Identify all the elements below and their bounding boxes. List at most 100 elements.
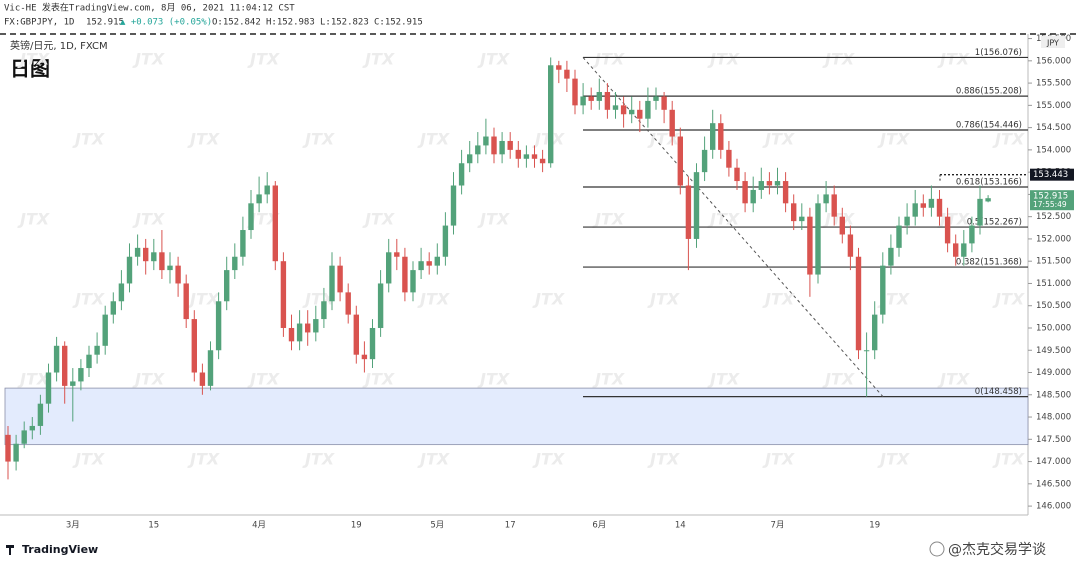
fib-label: 1(156.076) (975, 48, 1022, 58)
candle-body (588, 96, 594, 101)
watermark: JTX (992, 450, 1025, 469)
y-tick-label: 155.000 (1036, 101, 1071, 111)
last-price: 152.915 (86, 18, 124, 28)
watermark: JTX (937, 370, 970, 389)
candle-body (13, 443, 19, 462)
y-tick-label: 156.000 (1036, 56, 1071, 66)
candle-body (134, 247, 141, 257)
fib-label: 0.618(153.166) (956, 178, 1022, 188)
watermark: JTX (477, 370, 510, 389)
candle-body (70, 381, 76, 386)
candle-body (151, 252, 157, 262)
candle-body (305, 323, 311, 333)
y-tick-label: 149.500 (1036, 346, 1071, 356)
candle-body (426, 261, 432, 266)
candle-body (143, 247, 149, 262)
watermark: JTX (417, 450, 450, 469)
y-tick-label: 146.000 (1036, 502, 1071, 512)
watermark: JTX (762, 130, 795, 149)
candle-body (944, 216, 951, 244)
y-tick-label: 152.000 (1036, 234, 1071, 244)
watermark: JTX (707, 210, 740, 229)
x-tick-label: 19 (869, 521, 880, 531)
candle-body (126, 256, 133, 284)
candle-body (515, 149, 521, 159)
watermark: JTX (992, 290, 1025, 309)
watermark: JTX (592, 370, 625, 389)
change: ▲ +0.073 (+0.05%) (120, 18, 212, 28)
candle-body (928, 198, 935, 208)
candle-body (280, 261, 287, 328)
watermark: JTX (592, 210, 625, 229)
candle-body (264, 185, 270, 195)
candle-body (985, 198, 991, 202)
candle-body (167, 265, 173, 271)
candle-body (442, 225, 449, 257)
candle-body (232, 256, 238, 271)
fib-label: 0(148.458) (975, 387, 1022, 397)
marker-box (1030, 168, 1074, 181)
watermark: JTX (17, 370, 50, 389)
x-tick-label: 15 (148, 521, 159, 531)
candle-body (369, 327, 376, 360)
watermark: JTX (417, 290, 450, 309)
last-price-box (1030, 190, 1074, 211)
candle-body (718, 123, 724, 150)
watermark: JTX (72, 450, 105, 469)
watermark: JTX (937, 50, 970, 69)
candle-body (693, 172, 700, 239)
candle-body (604, 91, 611, 110)
candle-body (912, 203, 918, 217)
watermark: JTX (132, 50, 165, 69)
watermark: JTX (532, 450, 565, 469)
candle-body (782, 181, 789, 204)
candle-body (45, 372, 52, 404)
x-tick-label: 6月 (592, 521, 606, 531)
y-tick-label: 151.500 (1036, 257, 1071, 267)
y-tick-label: 148.000 (1036, 413, 1071, 423)
candle-body (483, 136, 489, 146)
candle-body (191, 319, 197, 373)
candle-body (29, 425, 35, 431)
candle-body (86, 354, 92, 369)
candle-body (434, 256, 440, 266)
y-tick-label: 154.500 (1036, 123, 1071, 133)
candle-body (240, 230, 246, 257)
candle-body (523, 154, 530, 159)
candle-body (507, 140, 513, 150)
y-tick-label: 147.500 (1036, 435, 1071, 445)
watermark: JTX (362, 50, 395, 69)
watermark: JTX (707, 370, 740, 389)
fib-label: 0.886(155.208) (956, 87, 1022, 97)
countdown: 17:55:49 (1033, 200, 1067, 209)
zone (4, 387, 1029, 446)
candle-body (377, 283, 384, 328)
candle-body (920, 203, 926, 208)
candle-body (896, 225, 902, 248)
fib-label: 0.382(151.368) (956, 258, 1022, 268)
candle-body (450, 185, 457, 226)
candle-body (175, 265, 181, 284)
candle-body (823, 194, 829, 204)
candle-body (159, 252, 165, 271)
x-tick-label: 14 (675, 521, 686, 531)
publisher: Vic-HE 发表在TradingView.com, 8月 06, 2021 1… (4, 2, 295, 14)
candle-body (296, 323, 303, 342)
watermark: JTX (592, 50, 625, 69)
watermark: JTX (17, 210, 50, 229)
x-tick-label: 3月 (66, 521, 80, 531)
watermark: JTX (187, 450, 220, 469)
candle-body (807, 216, 813, 275)
candle-body (345, 292, 351, 315)
y-tick-label: 154.000 (1036, 145, 1071, 155)
candle-body (953, 243, 959, 257)
candle-body (248, 203, 254, 231)
candle-body (653, 96, 659, 101)
y-tick-label: 147.000 (1036, 457, 1071, 467)
candle-body (207, 350, 214, 386)
candle-body (936, 198, 943, 217)
candle-body (353, 314, 359, 355)
candle-body (977, 198, 983, 226)
candle-body (620, 105, 627, 115)
